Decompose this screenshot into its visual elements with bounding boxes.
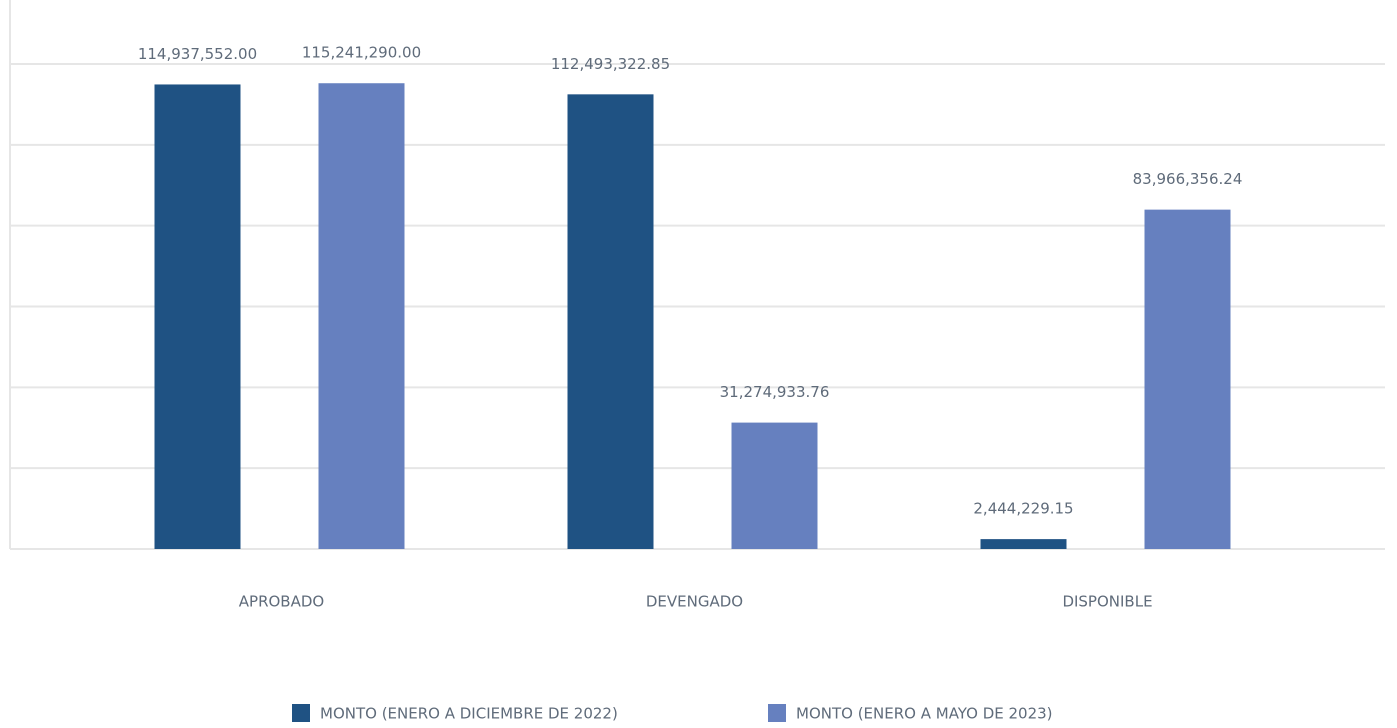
data-label: 2,444,229.15: [973, 500, 1073, 518]
data-label: 115,241,290.00: [302, 44, 421, 62]
legend-swatch: [292, 704, 310, 722]
x-tick-label: DISPONIBLE: [1062, 593, 1152, 611]
bar: [318, 83, 405, 549]
x-tick-label: DEVENGADO: [646, 593, 743, 611]
bar: [1144, 209, 1231, 549]
data-label: 114,937,552.00: [138, 45, 257, 63]
data-label: 83,966,356.24: [1133, 170, 1243, 188]
bar: [567, 94, 654, 550]
bar: [154, 84, 241, 549]
legend-label: MONTO (ENERO A MAYO DE 2023): [796, 705, 1053, 723]
legend-swatch: [768, 704, 786, 722]
legend-label: MONTO (ENERO A DICIEMBRE DE 2022): [320, 705, 618, 723]
bar: [980, 539, 1067, 549]
x-tick-label: APROBADO: [239, 593, 324, 611]
data-label: 112,493,322.85: [551, 55, 670, 73]
data-label: 31,274,933.76: [720, 383, 830, 401]
bar: [731, 422, 818, 549]
